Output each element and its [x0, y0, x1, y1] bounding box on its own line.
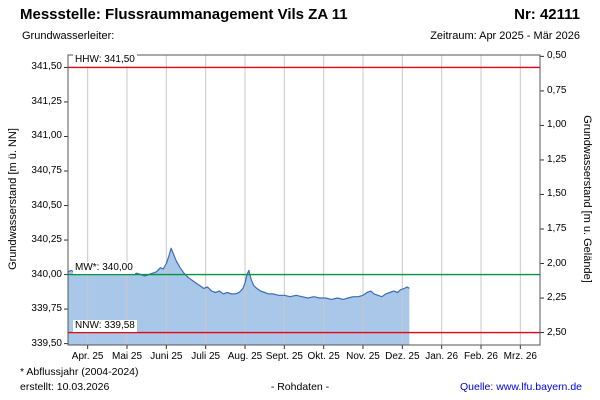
data-type-label: - Rohdaten -	[270, 381, 330, 393]
source-prefix: Quelle:	[460, 381, 494, 393]
station-number: Nr: 42111	[514, 6, 580, 23]
footnote-abflussjahr: * Abflussjahr (2004-2024)	[20, 366, 139, 378]
source-link[interactable]: Quelle: www.lfu.bayern.de	[460, 381, 582, 393]
aquifer-label: Grundwasserleiter:	[22, 30, 115, 42]
created-date: erstellt: 10.03.2026	[20, 381, 110, 393]
source-url[interactable]: www.lfu.bayern.de	[496, 381, 582, 393]
plot-border	[67, 54, 541, 346]
page-title: Messstelle: Flussraummanagement Vils ZA …	[20, 6, 348, 23]
period-label: Zeitraum: Apr 2025 - Mär 2026	[430, 30, 580, 42]
